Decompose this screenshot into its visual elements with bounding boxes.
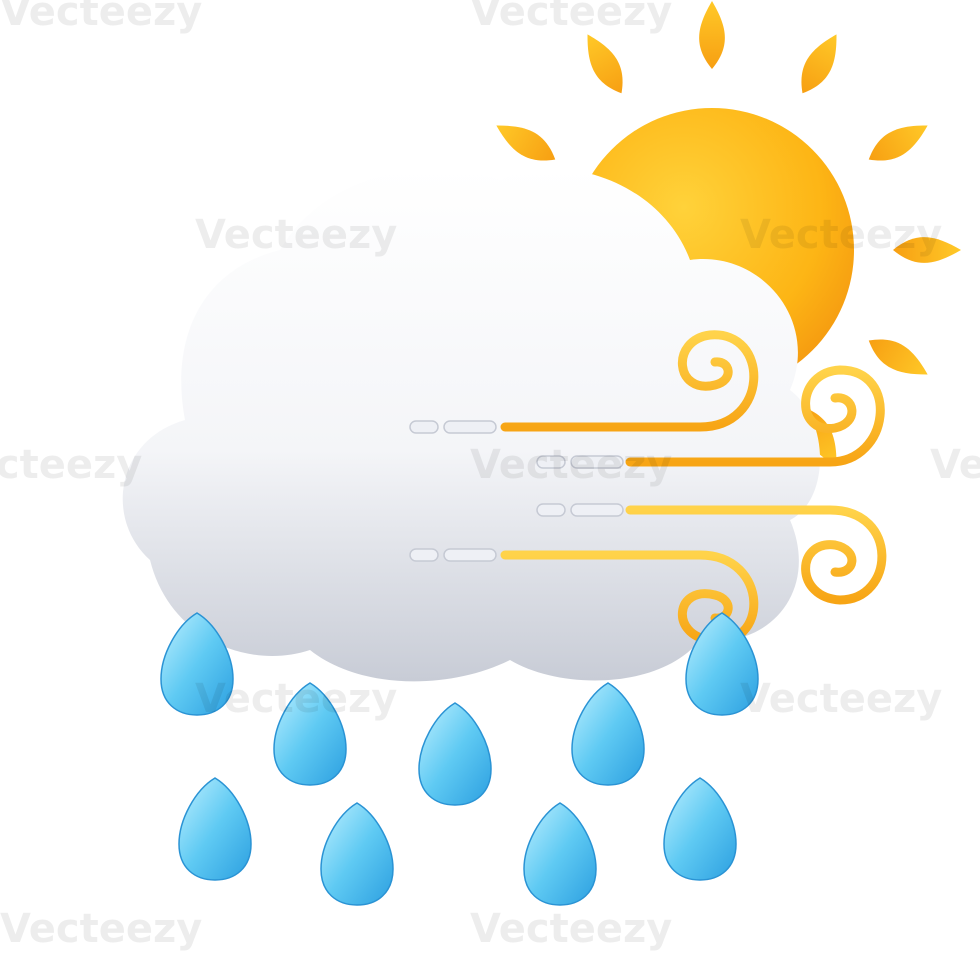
- wind: [500, 330, 887, 646]
- watermark: Vecteezy: [0, 442, 142, 488]
- wind-dashes: [409, 420, 624, 562]
- raindrop: [160, 612, 234, 716]
- sun-ray: [699, 1, 725, 69]
- watermark: Vecteezy: [0, 906, 202, 952]
- watermark: Vecteezy: [470, 0, 672, 35]
- sun-ray: [893, 237, 961, 263]
- watermark: Vecteezy: [740, 212, 942, 258]
- sun-ray: [801, 34, 837, 94]
- watermarks: Vecteezy Vecteezy Vecteezy Vecteezy Vecteezy…: [0, 0, 980, 952]
- raindrop: [178, 777, 252, 881]
- sun-ray: [868, 125, 928, 161]
- raindrop: [418, 702, 492, 806]
- raindrop: [663, 777, 737, 881]
- sun-ray: [496, 125, 556, 161]
- sun-rays: [496, 1, 961, 466]
- raindrop: [571, 682, 645, 786]
- watermark: Vecteezy: [470, 906, 672, 952]
- raindrops: [160, 612, 759, 906]
- raindrop: [523, 802, 597, 906]
- watermark: Vecteezy: [930, 442, 980, 488]
- watermark: Vecteezy: [740, 676, 942, 722]
- sun-ray: [868, 339, 928, 375]
- raindrop: [685, 612, 759, 716]
- watermark: Vecteezy: [0, 0, 202, 35]
- watermark: Vecteezy: [195, 212, 397, 258]
- raindrop: [320, 802, 394, 906]
- watermark: Vecteezy: [470, 442, 672, 488]
- sun-ray: [587, 34, 623, 94]
- watermark: Vecteezy: [195, 676, 397, 722]
- raindrop: [273, 682, 347, 786]
